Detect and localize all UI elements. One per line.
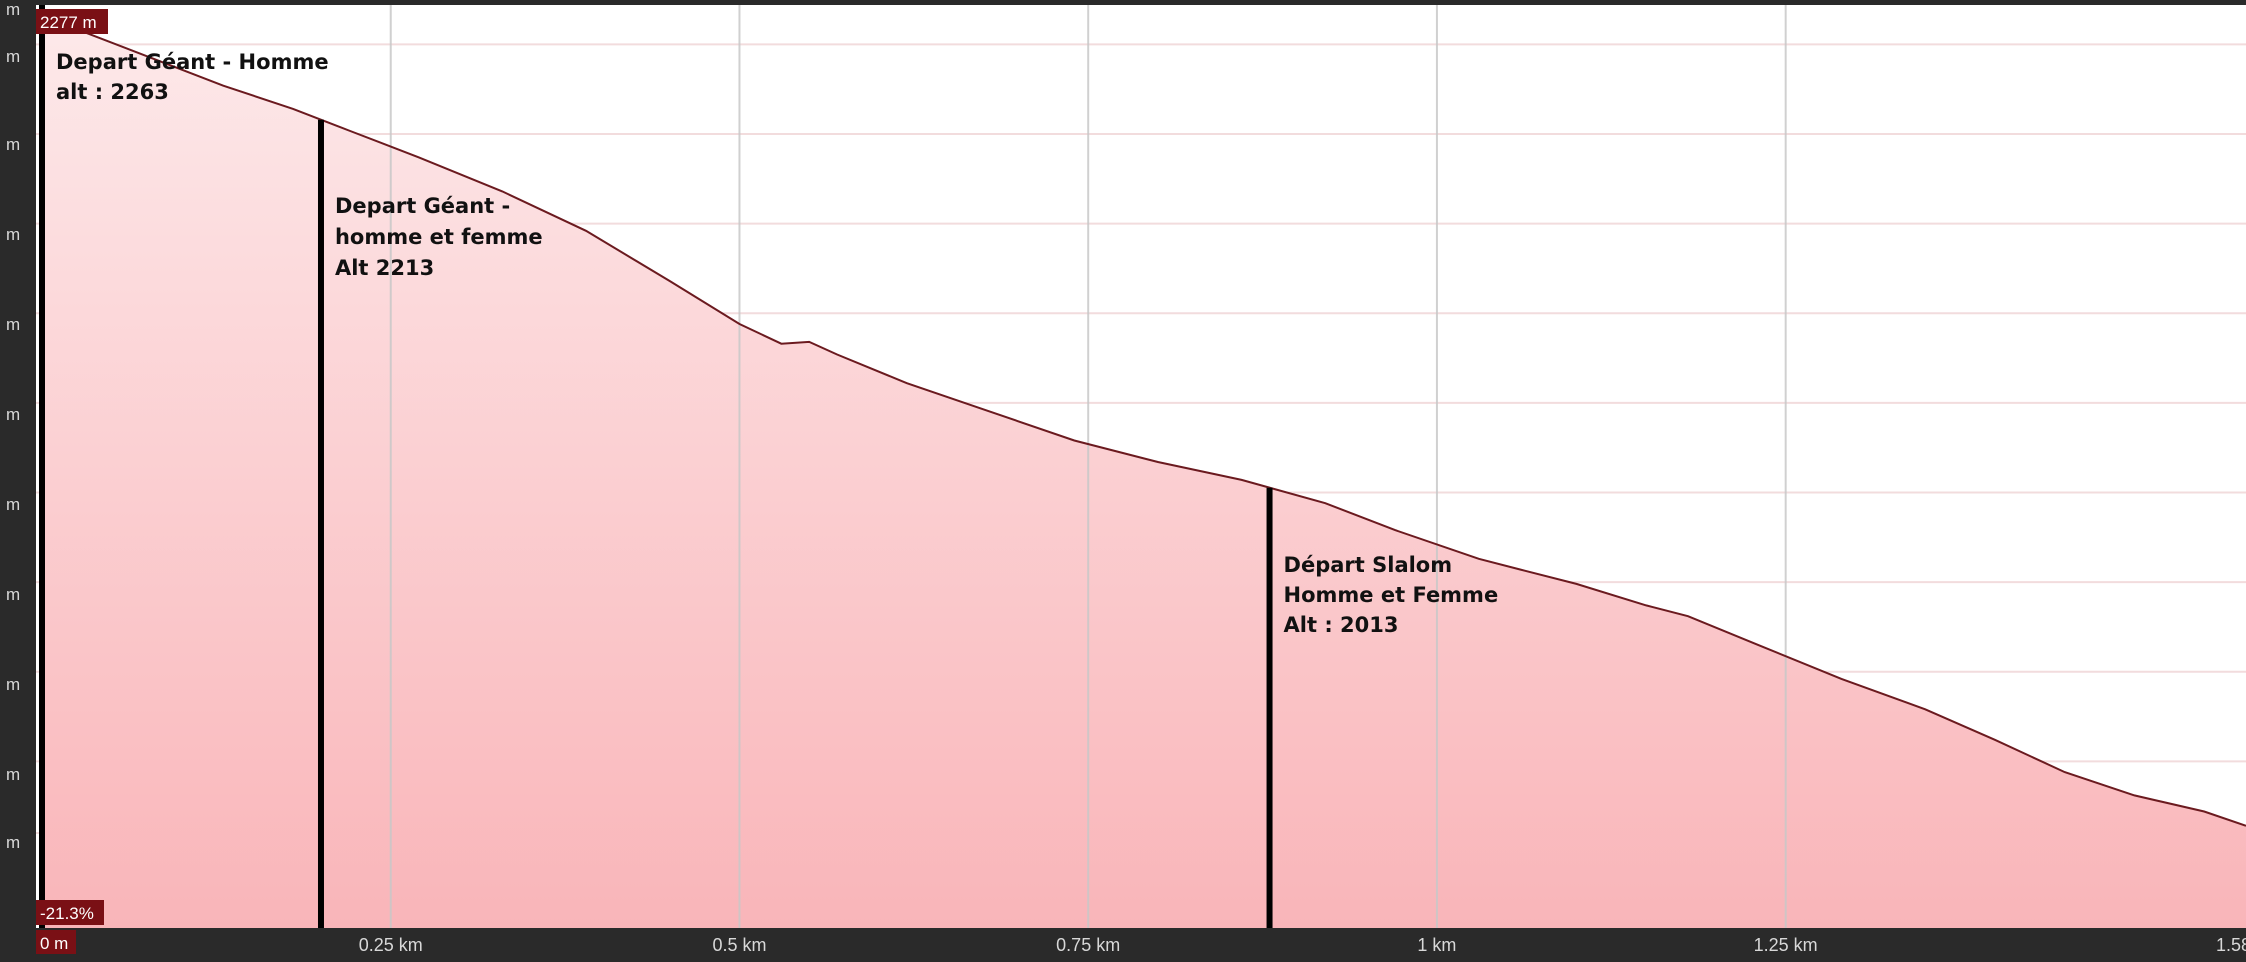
max-elevation-badge: [36, 9, 108, 34]
y-axis-unit: m: [6, 315, 20, 334]
max-elevation-label: 2277 m: [40, 13, 97, 32]
y-axis-unit: m: [6, 0, 20, 19]
grade-badge: [36, 900, 104, 925]
vertical-gridlines: [389, 5, 1787, 928]
annotation-label: Alt : 2013: [1284, 613, 1399, 637]
bottom-frame: [0, 928, 2246, 962]
annotation-label: alt : 2263: [56, 80, 169, 104]
left-frame: [0, 0, 36, 962]
y-axis-unit-labels: m m m m m m m m m m m: [6, 0, 20, 852]
annotation-label: homme et femme: [335, 225, 543, 249]
x-tick-label: 1 km: [1417, 935, 1456, 955]
y-axis-unit: m: [6, 833, 20, 852]
annotation-label: Alt 2213: [335, 256, 434, 280]
annotation-label: Depart Géant -: [335, 194, 510, 218]
origin-badge: [36, 930, 76, 954]
x-tick-label: 0.75 km: [1056, 935, 1120, 955]
elevation-line: [41, 18, 2246, 827]
axis-badges: 2277 m -21.3% 0 m: [36, 9, 108, 954]
top-frame: [0, 0, 2246, 5]
origin-label: 0 m: [40, 934, 68, 953]
y-axis-unit: m: [6, 585, 20, 604]
y-axis-unit: m: [6, 675, 20, 694]
annotations: Depart Géant - Homme alt : 2263 Depart Gé…: [56, 50, 1498, 637]
annotation-label: Depart Géant - Homme: [56, 50, 329, 74]
start-markers: [39, 5, 1273, 928]
y-axis-unit: m: [6, 405, 20, 424]
y-axis-unit: m: [6, 47, 20, 66]
x-tick-label: 1.25 km: [1754, 935, 1818, 955]
y-axis-unit: m: [6, 765, 20, 784]
annotation-label: Départ Slalom: [1284, 553, 1453, 577]
y-axis-unit: m: [6, 225, 20, 244]
annotation-label: Homme et Femme: [1284, 583, 1499, 607]
x-axis-tick-labels: 0.25 km 0.5 km 0.75 km 1 km 1.25 km 1.58: [359, 935, 2246, 955]
x-tick-label: 0.25 km: [359, 935, 423, 955]
elevation-area: [42, 19, 2246, 929]
grade-label: -21.3%: [40, 904, 94, 923]
y-axis-unit: m: [6, 135, 20, 154]
y-axis-unit: m: [6, 495, 20, 514]
x-tick-label: 1.58: [2216, 935, 2246, 955]
x-tick-label: 0.5 km: [712, 935, 766, 955]
